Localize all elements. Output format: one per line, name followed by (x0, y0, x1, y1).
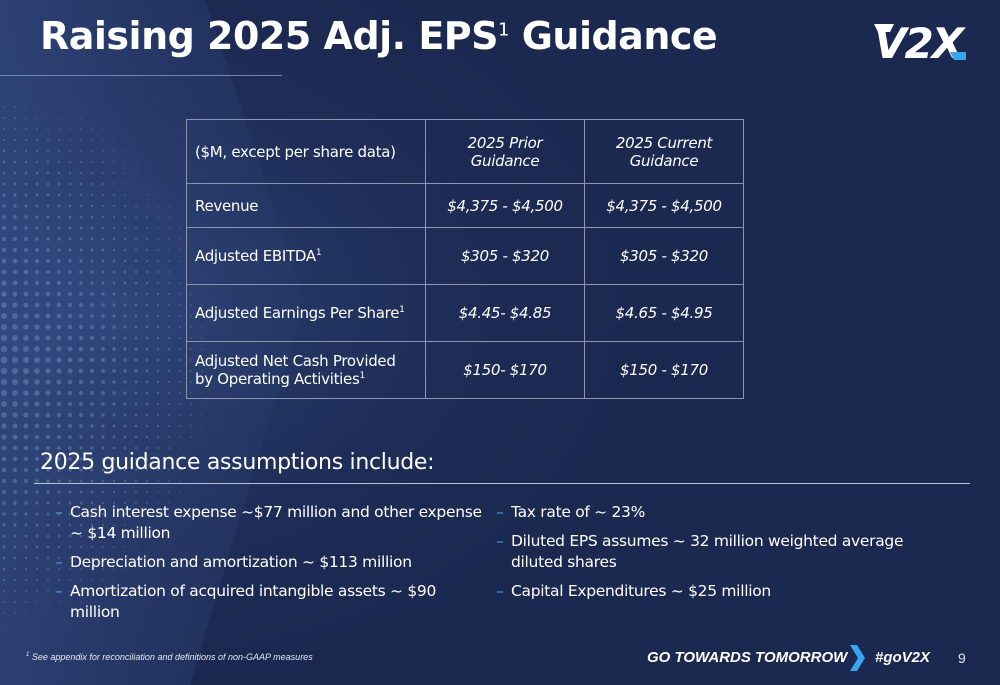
row-label-sup: 1 (399, 305, 405, 315)
footnote: 1 See appendix for reconciliation and de… (26, 652, 313, 662)
list-item: – Amortization of acquired intangible ass… (55, 581, 485, 623)
list-item: – Diluted EPS assumes ~ 32 million weight… (496, 531, 916, 573)
prior-value: $305 - $320 (425, 227, 585, 285)
table-row: Adjusted EBITDA1 $305 - $320 $305 - $320 (186, 227, 744, 285)
row-label-sup: 1 (359, 371, 365, 381)
current-value: $4.65 - $4.95 (584, 284, 744, 342)
title-superscript: 1 (498, 19, 509, 41)
list-item: – Tax rate of ~ 23% (496, 502, 916, 523)
header-cell-units: ($M, except per share data) (186, 119, 426, 184)
title-main: Raising 2025 Adj. EPS (40, 14, 499, 58)
list-item-text: Depreciation and amortization ~ $113 mil… (70, 553, 412, 571)
header-cell-current: 2025 Current Guidance (584, 119, 744, 184)
row-label-text: Adjusted Net Cash Provided by Operating … (195, 352, 396, 388)
list-item-text: Cash interest expense ~$77 million and o… (70, 503, 482, 542)
footnote-sup: 1 (26, 652, 30, 658)
dash-bullet-icon: – (496, 503, 504, 521)
prior-value: $4.45- $4.85 (425, 284, 585, 342)
page-number: 9 (958, 650, 966, 666)
row-label: Revenue (186, 183, 426, 228)
row-label-text: Adjusted Earnings Per Share (195, 304, 400, 322)
assumptions-right-list: – Tax rate of ~ 23% – Diluted EPS assumes … (496, 502, 916, 610)
dash-bullet-icon: – (55, 553, 63, 571)
footnote-text: See appendix for reconciliation and defi… (31, 652, 313, 662)
list-item-text: Diluted EPS assumes ~ 32 million weighte… (511, 532, 904, 571)
assumptions-divider (34, 483, 970, 484)
dash-bullet-icon: – (496, 582, 504, 600)
row-label: Adjusted Net Cash Provided by Operating … (186, 341, 426, 399)
chevron-right-icon (850, 645, 865, 671)
title-underline (0, 75, 282, 76)
current-value: $150 - $170 (584, 341, 744, 399)
page-title: Raising 2025 Adj. EPS1 Guidance (40, 14, 718, 58)
list-item-text: Tax rate of ~ 23% (511, 503, 646, 521)
prior-value: $4,375 - $4,500 (425, 183, 585, 228)
current-value: $305 - $320 (584, 227, 744, 285)
dash-bullet-icon: – (55, 582, 63, 600)
table-row: Adjusted Net Cash Provided by Operating … (186, 341, 744, 399)
list-item-text: Capital Expenditures ~ $25 million (511, 582, 771, 600)
title-end: Guidance (508, 14, 718, 58)
current-value: $4,375 - $4,500 (584, 183, 744, 228)
list-item-text: Amortization of acquired intangible asse… (70, 582, 437, 621)
table-row: Revenue $4,375 - $4,500 $4,375 - $4,500 (186, 183, 744, 228)
tagline: GO TOWARDS TOMORROW (647, 649, 848, 666)
list-item: – Cash interest expense ~$77 million and … (55, 502, 485, 544)
row-label-text: Adjusted EBITDA (195, 247, 316, 265)
table-row: Adjusted Earnings Per Share1 $4.45- $4.8… (186, 284, 744, 342)
row-label-text: Revenue (195, 196, 259, 215)
row-label: Adjusted EBITDA1 (186, 227, 426, 285)
assumptions-left-list: – Cash interest expense ~$77 million and … (55, 502, 485, 631)
dash-bullet-icon: – (55, 503, 63, 521)
guidance-table: ($M, except per share data) 2025 Prior G… (186, 119, 744, 399)
dash-bullet-icon: – (496, 532, 504, 550)
table-header-row: ($M, except per share data) 2025 Prior G… (186, 119, 744, 184)
row-label-sup: 1 (315, 248, 322, 258)
prior-value: $150- $170 (425, 341, 585, 399)
list-item: – Depreciation and amortization ~ $113 mi… (55, 552, 485, 573)
list-item: – Capital Expenditures ~ $25 million (496, 581, 916, 602)
assumptions-title: 2025 guidance assumptions include: (40, 450, 435, 475)
v2x-logo: V2X (874, 20, 968, 64)
header-cell-prior: 2025 Prior Guidance (425, 119, 585, 184)
row-label: Adjusted Earnings Per Share1 (186, 284, 426, 342)
hashtag: #goV2X (875, 649, 931, 666)
